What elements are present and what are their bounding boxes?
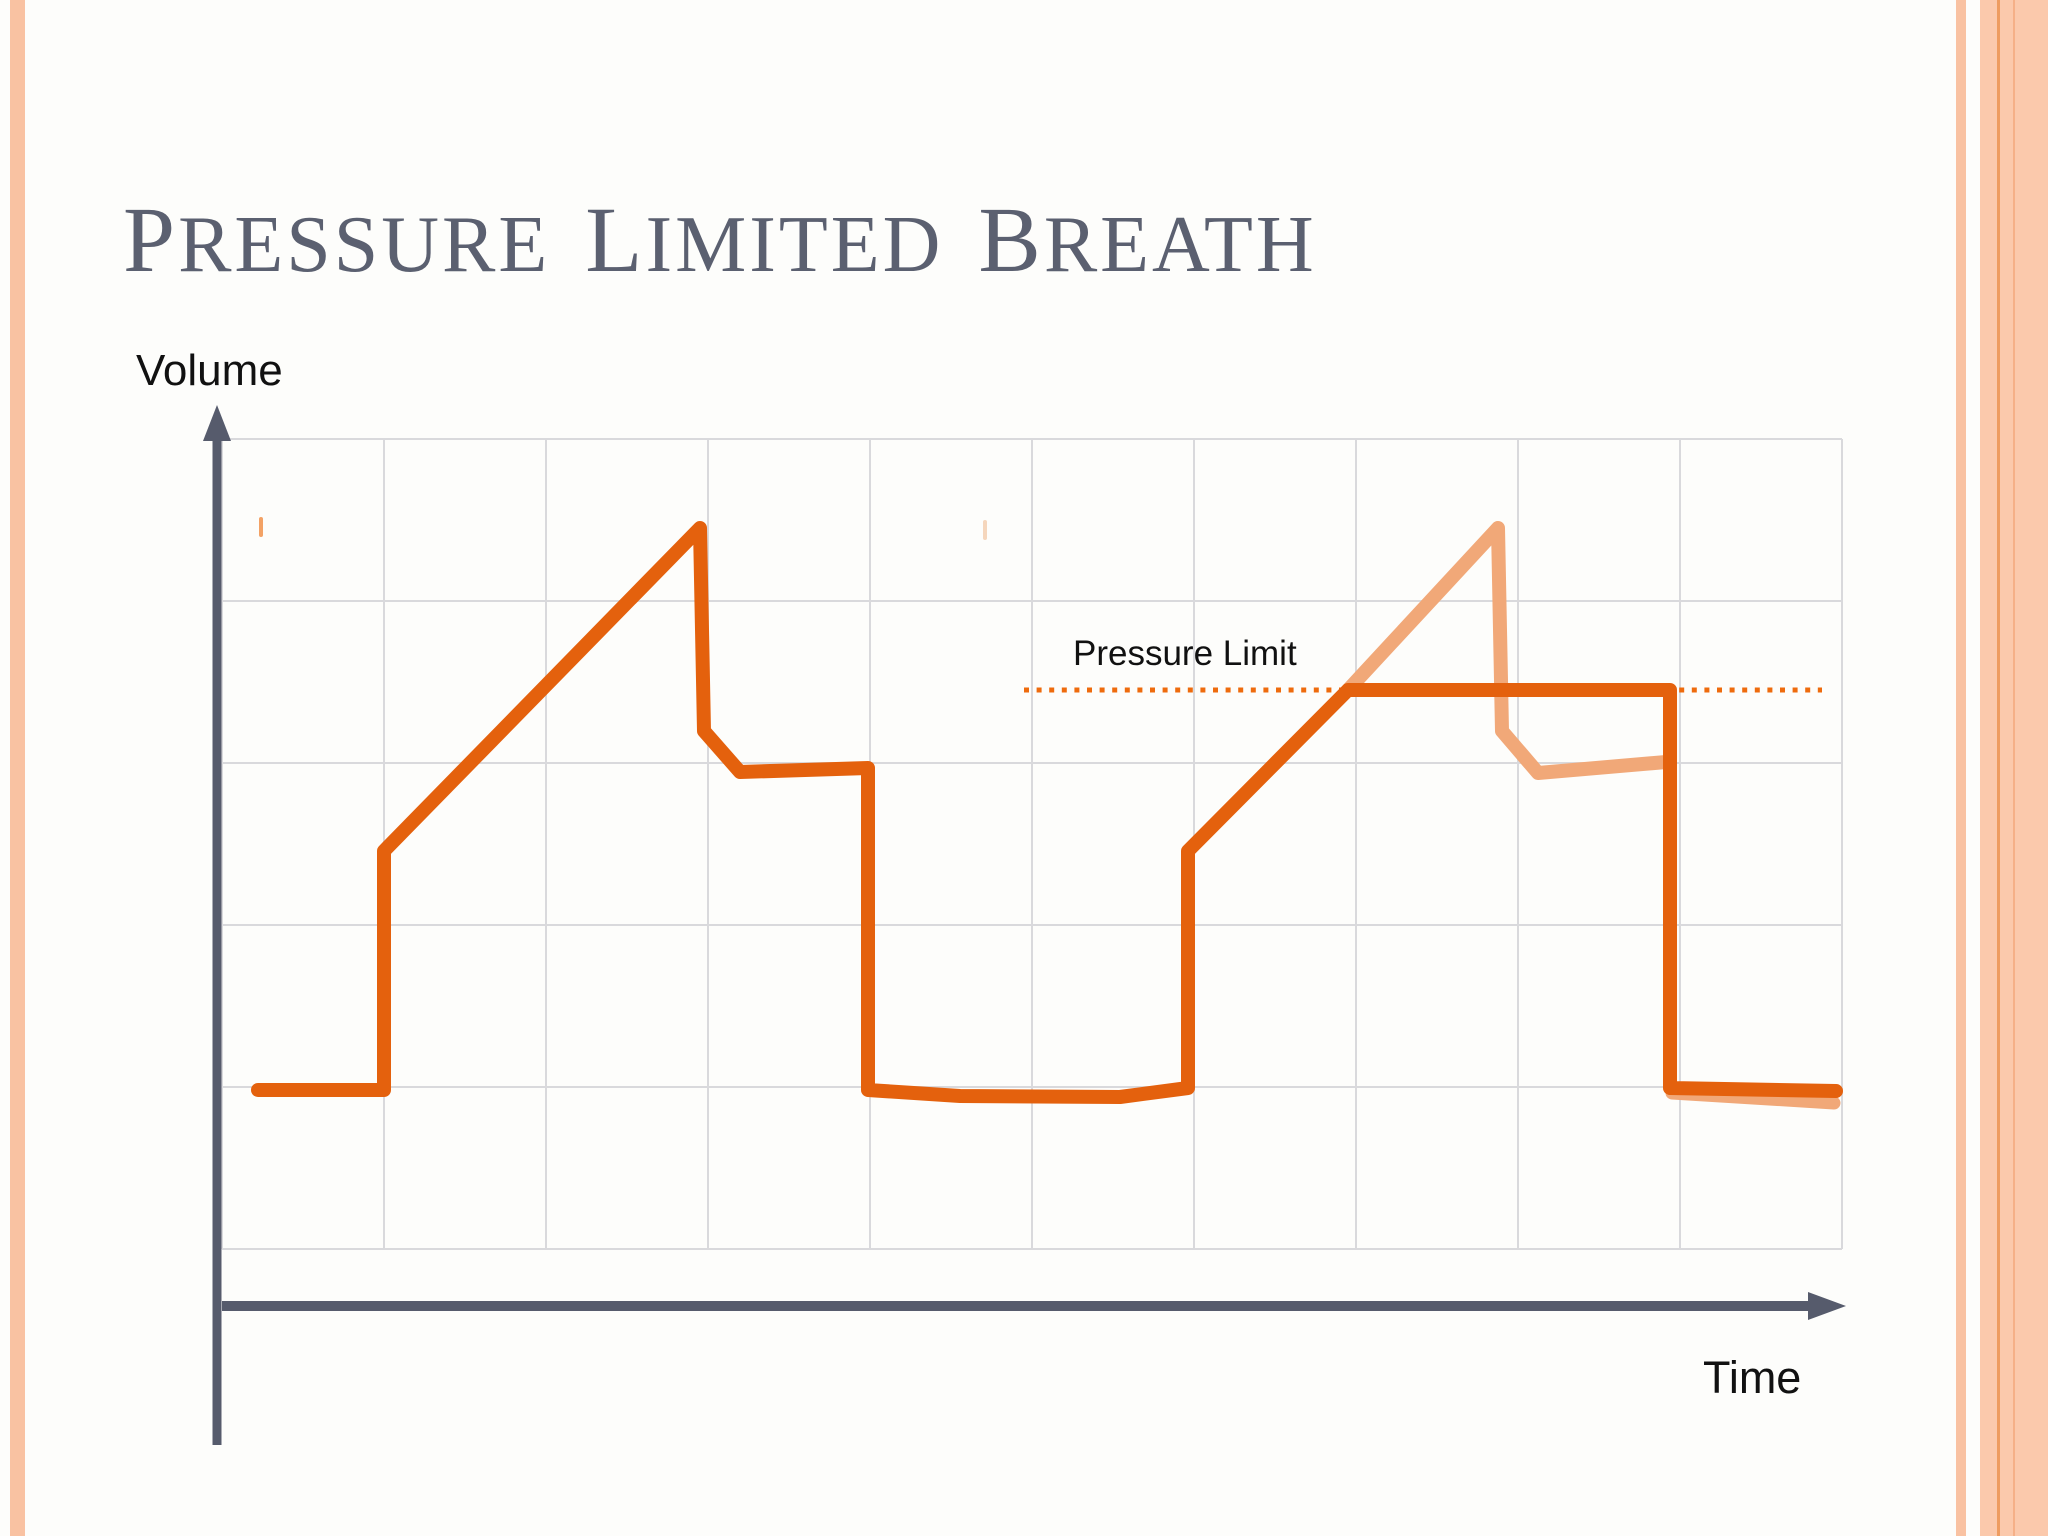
x-axis-label: Time bbox=[1703, 1352, 1802, 1403]
title-initial-cap: B bbox=[978, 189, 1044, 292]
left-border-stripe bbox=[10, 0, 25, 1536]
right-border-band-line2 bbox=[2013, 0, 2015, 1536]
pressure-limit-label: Pressure Limit bbox=[1073, 634, 1297, 673]
title-initial-cap: L bbox=[585, 189, 646, 292]
right-border-thin-stripe bbox=[1956, 0, 1966, 1536]
y-axis-label: Volume bbox=[136, 346, 283, 395]
volume-waveform bbox=[251, 521, 1843, 1104]
ghost-unlimited-breath bbox=[1341, 521, 1673, 780]
right-border-band bbox=[1980, 0, 2048, 1536]
slide-title: PRESSURE LIMITED BREATH bbox=[123, 189, 1317, 292]
x-axis-arrowhead bbox=[1808, 1292, 1846, 1320]
y-axis-arrowhead bbox=[203, 405, 231, 441]
right-border-band-line1 bbox=[1997, 0, 2000, 1536]
title-initial-cap: P bbox=[123, 189, 179, 292]
